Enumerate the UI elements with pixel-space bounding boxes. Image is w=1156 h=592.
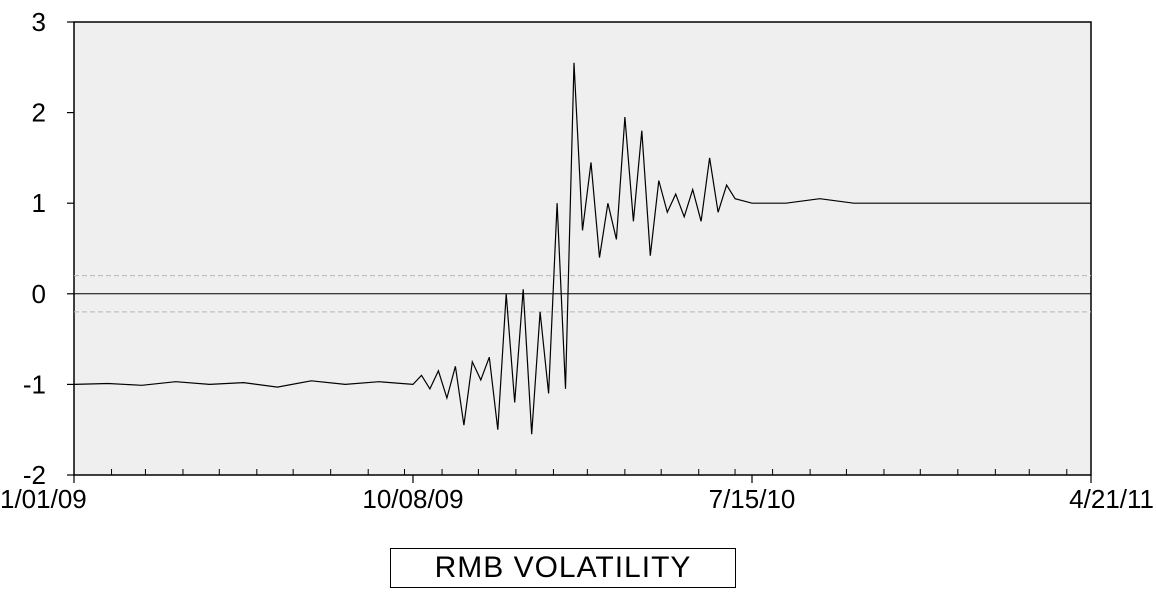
x-tick-label: 10/08/09 — [362, 484, 463, 514]
y-tick-label: 3 — [32, 7, 46, 37]
y-axis: -2 -1 0 1 2 3 — [23, 7, 74, 490]
reference-lines — [74, 275, 1091, 313]
plot-area — [73, 21, 1092, 476]
x-tick-label: 4/21/11 — [1069, 484, 1154, 514]
y-tick-label: 1 — [32, 188, 46, 218]
y-tick-label: 0 — [32, 279, 46, 309]
x-tick-label: 1/01/09 — [0, 484, 87, 514]
x-axis: 1/01/09 10/08/09 7/15/10 4/21/11 — [0, 469, 1154, 514]
y-tick-label: -2 — [23, 460, 46, 490]
series-line-rmb-volatility — [73, 62, 1091, 435]
y-tick-label: 2 — [32, 98, 46, 128]
y-tick-label: -1 — [23, 369, 46, 399]
x-tick-label: 7/15/10 — [709, 484, 796, 514]
legend-label: RMB VOLATILITY — [434, 551, 692, 584]
legend: RMB VOLATILITY — [390, 548, 736, 588]
